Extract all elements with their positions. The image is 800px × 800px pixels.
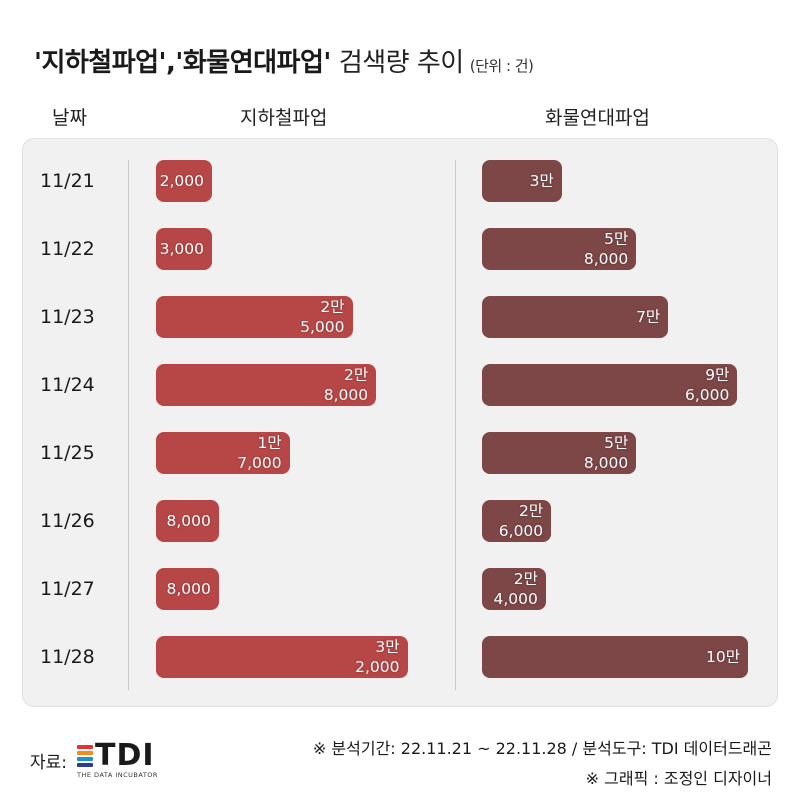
date-column-header: 날짜 — [52, 107, 87, 129]
subway-bar-label: 3만 2,000 — [355, 638, 400, 676]
cargo-bar-label: 9만 6,000 — [684, 366, 730, 404]
cargo-bar-label: 5만 8,000 — [583, 434, 629, 472]
cargo-bar-label: 7만 — [636, 308, 661, 326]
cargo-bar: 9만 6,000 — [482, 364, 738, 406]
cargo-bar: 2만 4,000 — [482, 568, 546, 610]
cargo-bar-label: 5만 8,000 — [583, 230, 629, 268]
subway-bar: 8,000 — [156, 500, 219, 542]
logo-stripe — [77, 745, 94, 749]
cargo-bar: 7만 — [482, 296, 669, 338]
subway-bar: 2만 8,000 — [156, 364, 377, 406]
subway-bar-label: 2,000 — [159, 172, 204, 190]
cargo-bar: 10만 — [482, 636, 748, 678]
logo-stripe — [77, 763, 94, 767]
subway-bar: 8,000 — [156, 568, 219, 610]
date-label: 11/21 — [40, 170, 95, 192]
date-label: 11/22 — [40, 238, 95, 260]
logo-stripe — [77, 757, 94, 761]
tdi-logo: TDI THE DATA INCUBATOR — [77, 738, 158, 779]
date-label: 11/25 — [40, 442, 95, 464]
subway-bar: 2,000 — [156, 160, 212, 202]
subway-bar: 3만 2,000 — [156, 636, 408, 678]
cargo-bar-label: 10만 — [706, 648, 740, 666]
subway-bar-label: 1만 7,000 — [237, 434, 282, 472]
chart-title: '지하철파업','화물연대파업' 검색량 추이 (단위 : 건) — [34, 42, 534, 79]
cargo-bar-label: 2만 6,000 — [498, 502, 544, 540]
date-label: 11/28 — [40, 646, 95, 668]
date-label: 11/27 — [40, 578, 95, 600]
subway-bar: 3,000 — [156, 228, 212, 270]
cargo-bar: 5만 8,000 — [482, 228, 637, 270]
subway-bar-label: 8,000 — [166, 580, 211, 598]
source-label: 자료: — [30, 753, 68, 773]
logo-stripe — [77, 751, 94, 755]
subway-column-header: 지하철파업 — [240, 107, 328, 129]
date-label: 11/23 — [40, 306, 95, 328]
cargo-column-header: 화물연대파업 — [545, 107, 650, 129]
tdi-logo-mark — [77, 744, 94, 768]
source: 자료: TDI THE DATA INCUBATOR — [30, 738, 158, 780]
unit-label: (단위 : 건) — [469, 57, 534, 75]
analysis-period-note: ※ 분석기간: 22.11.21 ~ 22.11.28 / 분석도구: TDI … — [312, 739, 772, 758]
chart-title-sub: 검색량 추이 — [338, 48, 464, 78]
subway-bar-label: 8,000 — [166, 512, 211, 530]
date-label: 11/24 — [40, 374, 95, 396]
cargo-bar: 5만 8,000 — [482, 432, 637, 474]
chart-panel — [22, 138, 778, 707]
date-label: 11/26 — [40, 510, 95, 532]
tdi-logo-text: TDI — [95, 738, 155, 773]
cargo-bar: 2만 6,000 — [482, 500, 552, 542]
subway-bar-label: 2만 8,000 — [323, 366, 369, 404]
chart-title-main: '지하철파업','화물연대파업' — [34, 48, 331, 78]
date-divider — [128, 160, 129, 690]
cargo-bar: 3만 — [482, 160, 562, 202]
subway-bar: 1만 7,000 — [156, 432, 290, 474]
graphic-credit-note: ※ 그래픽 : 조정인 디자이너 — [585, 769, 772, 788]
subway-bar: 2만 5,000 — [156, 296, 353, 338]
subway-bar-label: 3,000 — [159, 240, 204, 258]
subway-bar-label: 2만 5,000 — [300, 298, 345, 336]
cargo-bar-label: 3만 — [529, 172, 554, 190]
series-divider — [455, 160, 456, 690]
cargo-bar-label: 2만 4,000 — [493, 570, 538, 608]
tdi-logo-tagline: THE DATA INCUBATOR — [77, 771, 158, 779]
